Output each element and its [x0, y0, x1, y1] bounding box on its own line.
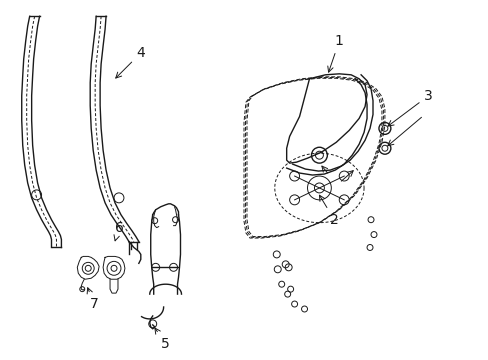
Text: 5: 5	[155, 328, 170, 351]
Text: 6: 6	[114, 221, 123, 241]
Text: 4: 4	[116, 46, 145, 78]
Text: 7: 7	[87, 288, 99, 311]
Text: 3: 3	[387, 89, 432, 126]
Text: 2: 2	[319, 195, 338, 227]
Text: 1: 1	[327, 34, 343, 72]
